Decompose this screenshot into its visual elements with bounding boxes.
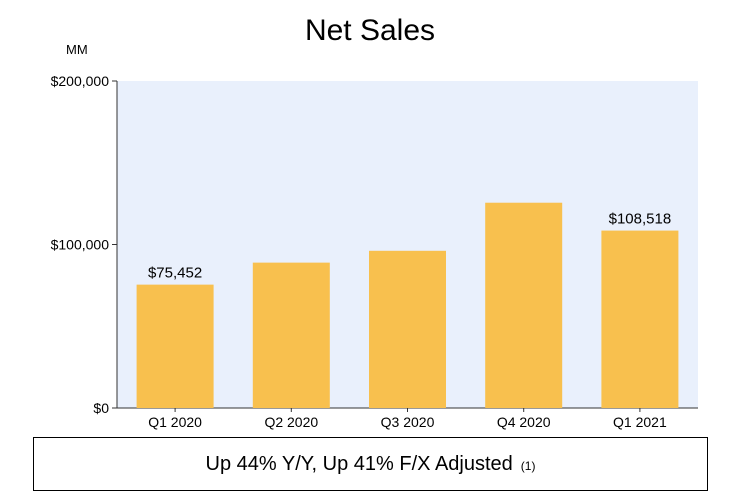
x-tick-label: Q4 2020 bbox=[497, 414, 551, 430]
footnote-marker: (1) bbox=[520, 459, 536, 473]
bar bbox=[485, 202, 563, 408]
bar bbox=[601, 230, 679, 408]
data-label: $75,452 bbox=[148, 265, 202, 282]
y-tick-label: $0 bbox=[93, 400, 109, 416]
data-label: $108,518 bbox=[609, 211, 672, 228]
summary-box: Up 44% Y/Y, Up 41% F/X Adjusted (1) bbox=[33, 437, 708, 491]
summary-text: Up 44% Y/Y, Up 41% F/X Adjusted bbox=[205, 452, 513, 475]
x-tick-label: Q1 2021 bbox=[613, 414, 667, 430]
x-tick-label: Q2 2020 bbox=[264, 414, 318, 430]
unit-label: MM bbox=[66, 42, 88, 57]
y-tick-label: $200,000 bbox=[51, 73, 110, 89]
chart-title: Net Sales bbox=[304, 14, 436, 47]
net-sales-chart: $0 $100,000 $200,000 Q1 2020 $75,452 Q2 2020 Q… bbox=[51, 73, 698, 430]
bar bbox=[369, 250, 446, 408]
x-tick-label: Q1 2020 bbox=[148, 414, 202, 430]
y-tick-label: $100,000 bbox=[51, 237, 110, 253]
bar bbox=[252, 262, 330, 408]
x-tick-label: Q3 2020 bbox=[381, 414, 435, 430]
bar bbox=[136, 284, 214, 408]
